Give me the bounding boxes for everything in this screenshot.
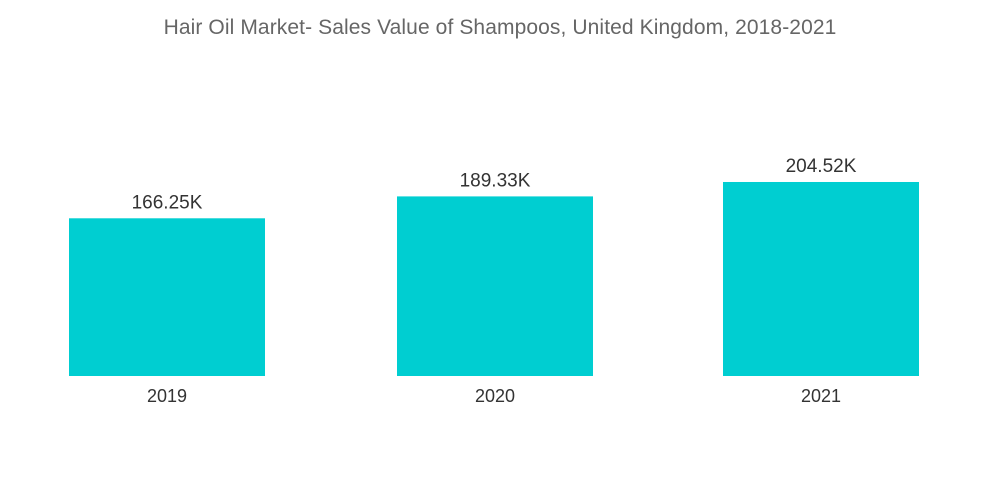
bar-2019 bbox=[69, 218, 265, 376]
x-tick-label-2020: 2020 bbox=[475, 386, 515, 406]
x-tick-label-2021: 2021 bbox=[801, 386, 841, 406]
x-tick-label-2019: 2019 bbox=[147, 386, 187, 406]
chart-title: Hair Oil Market- Sales Value of Shampoos… bbox=[163, 16, 837, 39]
bar-value-label-2021: 204.52K bbox=[786, 156, 857, 177]
bar-value-label-2019: 166.25K bbox=[132, 192, 203, 213]
bar-2021 bbox=[723, 181, 919, 376]
bar-2020 bbox=[397, 196, 593, 376]
bar-value-label-2020: 189.33K bbox=[460, 170, 531, 191]
